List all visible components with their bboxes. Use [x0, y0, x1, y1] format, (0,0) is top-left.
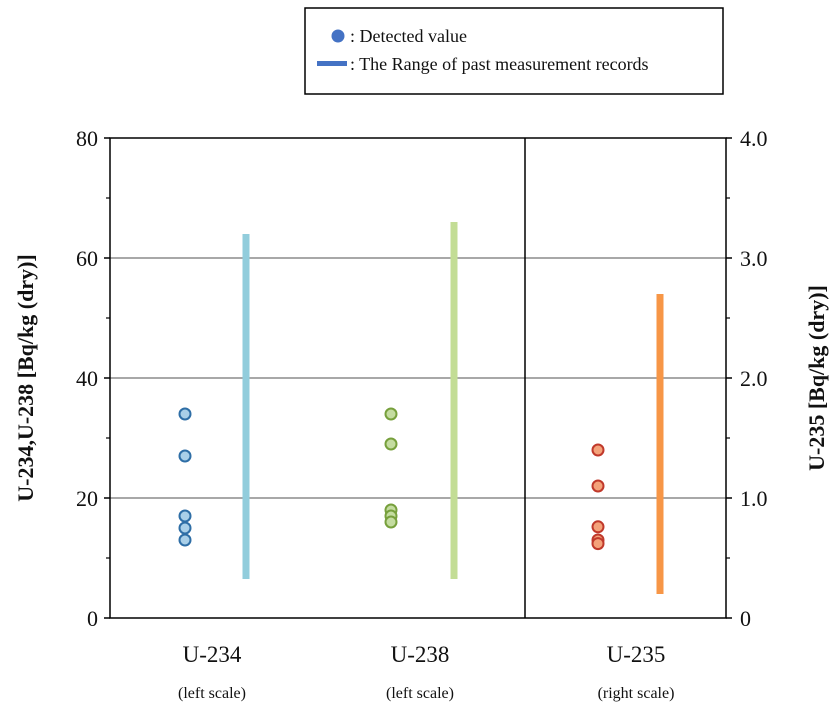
right-tick-label: 2.0 — [740, 366, 768, 391]
data-point-u-235 — [591, 520, 605, 534]
left-tick-label: 0 — [87, 606, 98, 631]
category-label: U-235 — [607, 642, 666, 667]
data-point-u-234 — [178, 407, 192, 421]
legend-marker-detected-value — [331, 29, 345, 43]
right-tick-label: 3.0 — [740, 246, 768, 271]
right-tick-label: 0 — [740, 606, 751, 631]
data-point-u-234 — [178, 533, 192, 547]
data-points — [178, 407, 605, 551]
scale-note: (right scale) — [598, 685, 675, 702]
left-axis-title: U-234,U-238 [Bq/kg (dry)] — [13, 254, 38, 502]
right-tick-label: 1.0 — [740, 486, 768, 511]
legend-label-range: : The Range of past measurement records — [350, 54, 649, 74]
data-point-u-235 — [591, 537, 605, 551]
range-bars — [242, 222, 664, 594]
category-labels: U-234 (left scale) U-238 (left scale) U-235 (… — [178, 642, 674, 702]
right-tick-label: 4.0 — [740, 126, 768, 151]
data-point-u-235 — [591, 479, 605, 493]
left-tick-label: 60 — [76, 246, 98, 271]
data-point-u-238 — [384, 437, 398, 451]
right-axis: 0 1.0 2.0 3.0 4.0 — [726, 126, 768, 631]
left-tick-label: 40 — [76, 366, 98, 391]
left-axis: 0 20 40 60 80 — [76, 126, 110, 631]
category-label: U-234 — [183, 642, 242, 667]
legend: : Detected value : The Range of past mea… — [304, 7, 724, 95]
legend-label-detected-value: : Detected value — [350, 26, 467, 46]
right-axis-title: U-235 [Bq/kg (dry)] — [804, 285, 829, 471]
data-point-u-234 — [178, 521, 192, 535]
legend-marker-range — [317, 61, 347, 66]
scale-note: (left scale) — [386, 685, 454, 702]
legend-box — [304, 7, 724, 95]
left-tick-label: 20 — [76, 486, 98, 511]
left-tick-label: 80 — [76, 126, 98, 151]
category-label: U-238 — [391, 642, 450, 667]
data-point-u-234 — [178, 449, 192, 463]
data-point-u-234 — [178, 509, 192, 523]
gridlines — [110, 257, 726, 499]
data-point-u-238 — [384, 515, 398, 529]
scale-note: (left scale) — [178, 685, 246, 702]
data-point-u-238 — [384, 407, 398, 421]
data-point-u-235 — [591, 443, 605, 457]
